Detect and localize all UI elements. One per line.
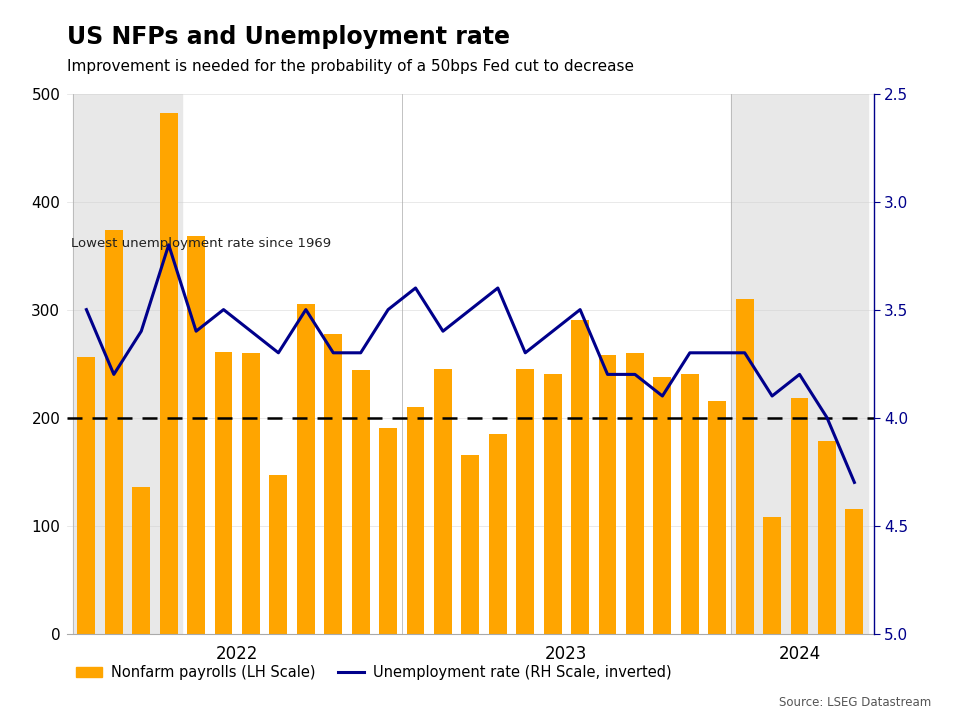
Bar — [626, 353, 644, 634]
Bar — [78, 357, 95, 634]
Bar — [791, 398, 808, 634]
Bar — [297, 304, 315, 634]
Bar — [516, 369, 534, 634]
Bar — [215, 352, 232, 634]
Text: US NFPs and Unemployment rate: US NFPs and Unemployment rate — [67, 25, 510, 49]
Bar — [708, 401, 726, 634]
Bar — [731, 94, 868, 634]
Bar — [242, 353, 260, 634]
Bar — [187, 236, 205, 634]
Bar — [599, 355, 616, 634]
Text: Source: LSEG Datastream: Source: LSEG Datastream — [779, 696, 931, 709]
Bar — [132, 487, 150, 634]
Bar — [270, 475, 287, 634]
Bar — [324, 334, 342, 634]
Bar — [73, 94, 182, 634]
Bar — [681, 374, 699, 634]
Bar — [735, 299, 754, 634]
Bar — [846, 510, 863, 634]
Bar — [434, 369, 452, 634]
Bar — [462, 455, 479, 634]
Bar — [571, 320, 589, 634]
Bar — [379, 428, 397, 634]
Bar — [543, 374, 562, 634]
Bar — [105, 230, 123, 634]
Legend: Nonfarm payrolls (LH Scale), Unemployment rate (RH Scale, inverted): Nonfarm payrolls (LH Scale), Unemploymen… — [70, 659, 677, 685]
Bar — [407, 407, 424, 634]
Bar — [654, 377, 671, 634]
Text: Improvement is needed for the probability of a 50bps Fed cut to decrease: Improvement is needed for the probabilit… — [67, 59, 635, 74]
Text: Lowest unemployment rate since 1969: Lowest unemployment rate since 1969 — [71, 237, 331, 250]
Bar — [763, 517, 781, 634]
Bar — [159, 113, 178, 634]
Bar — [351, 370, 370, 634]
Bar — [489, 433, 507, 634]
Bar — [818, 441, 836, 634]
